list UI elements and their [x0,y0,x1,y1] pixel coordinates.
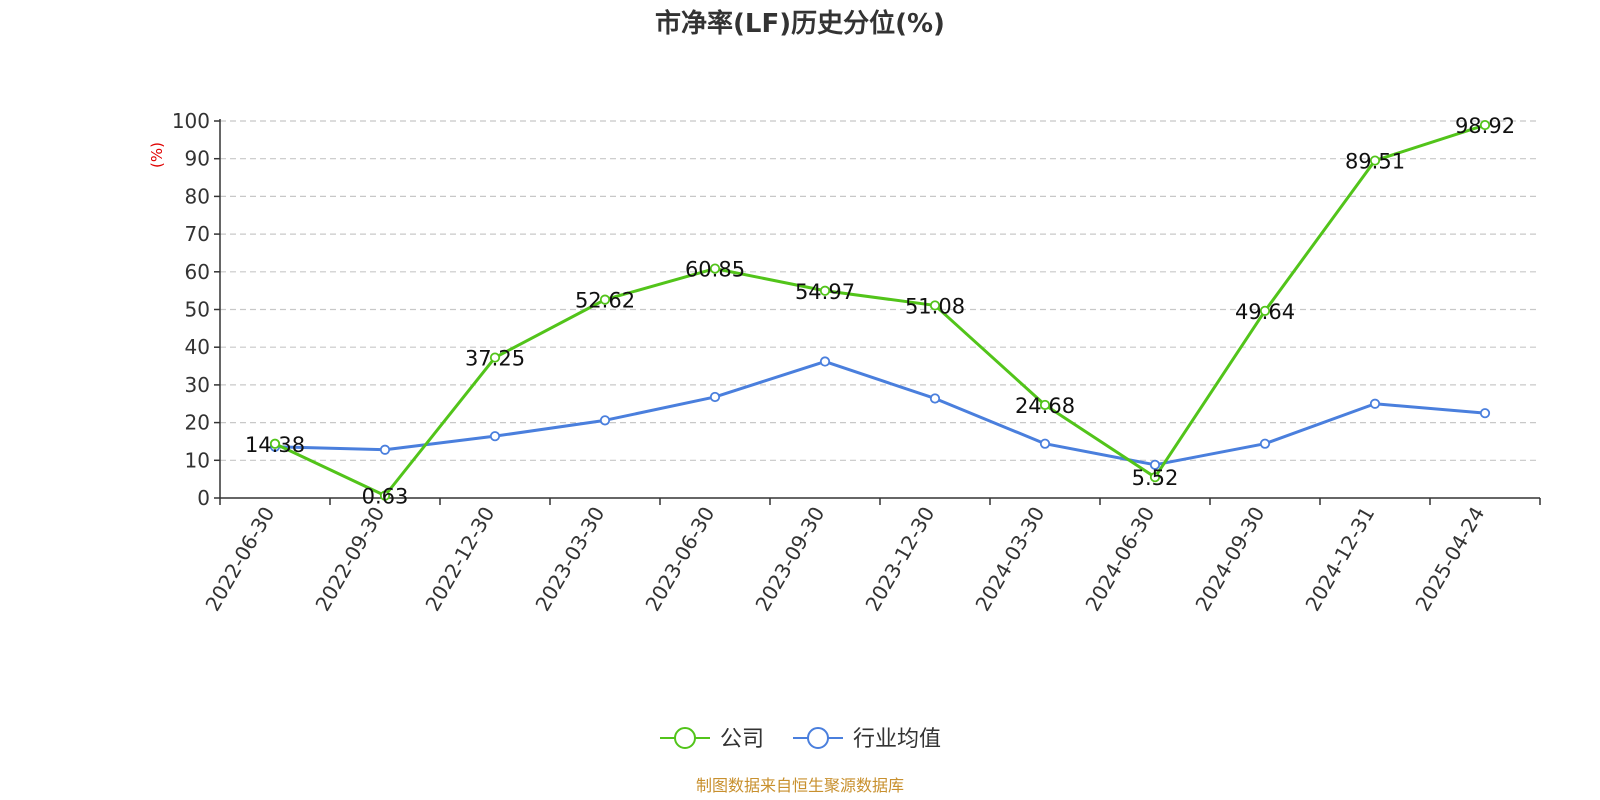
legend-marker [674,727,696,749]
data-label: 24.68 [1015,394,1075,418]
y-tick-label: 50 [185,298,210,322]
data-point[interactable] [599,294,611,305]
x-tick-label: 2024-09-30 [1190,503,1269,616]
series-0 [269,119,1491,501]
data-label: 37.25 [465,347,525,371]
data-label: 98.92 [1455,114,1515,138]
legend-label: 行业均值 [853,727,941,752]
x-tick-label: 2024-12-31 [1300,503,1379,616]
data-point[interactable] [269,438,281,449]
data-point[interactable] [489,431,501,442]
y-tick-label: 70 [185,222,210,246]
data-point[interactable] [1149,472,1161,483]
x-tick-label: 2023-06-30 [640,503,719,616]
data-label: 60.85 [685,258,745,282]
data-point[interactable] [379,444,391,455]
legend-label: 公司 [720,727,764,752]
grid-lines [220,120,1540,461]
data-point[interactable] [929,393,941,404]
data-point[interactable] [599,415,611,426]
chart-title: 市净率(LF)历史分位(%) [655,8,945,39]
source-note: 制图数据来自恒生聚源数据库 [696,776,904,795]
y-tick-label: 40 [185,335,210,359]
x-tick-label: 2023-09-30 [750,503,829,616]
data-label: 0.63 [362,485,409,509]
data-point[interactable] [489,352,501,363]
data-label: 89.51 [1345,150,1405,174]
data-label: 52.62 [575,289,635,313]
legend-item-0[interactable]: 公司 [660,727,764,752]
data-point[interactable] [819,285,831,296]
data-point[interactable] [1479,408,1491,419]
y-tick-label: 80 [185,184,210,208]
series-1 [269,356,1491,470]
x-tick-label: 2024-06-30 [1080,503,1159,616]
data-label: 14.38 [245,433,305,457]
data-point[interactable] [1259,305,1271,316]
y-tick-label: 100 [172,109,210,133]
data-label: 49.64 [1235,300,1295,324]
axes: 0 10 20 30 40 50 60 70 80 90 100 2022-06-30 2022-09-… [172,109,1541,616]
data-point[interactable] [709,263,721,274]
y-tick-label: 20 [185,411,210,435]
x-tick-label: 2024-03-30 [970,503,1049,616]
data-point[interactable] [1369,155,1381,166]
data-labels: 14.38 0.63 37.25 52.62 60.85 54.97 51.08 24.68 5… [245,114,1515,509]
series-layer [269,119,1491,501]
x-tick-label: 2022-06-30 [200,503,279,616]
x-tick-label: 2022-12-30 [420,503,499,616]
data-point[interactable] [819,356,831,367]
data-point[interactable] [1479,119,1491,131]
series-line [274,123,1486,498]
legend-marker [807,727,829,749]
data-point[interactable] [1149,459,1161,470]
legend: 公司 行业均值 [660,727,941,752]
x-tick-label: 2022-09-30 [310,503,389,616]
data-point[interactable] [379,490,391,501]
data-point[interactable] [1039,399,1051,411]
legend-item-1[interactable]: 行业均值 [793,727,941,752]
data-point[interactable] [1039,438,1051,449]
series-line [274,360,1486,467]
x-tick-label: 2023-03-30 [530,503,609,616]
y-tick-label: 30 [185,373,210,397]
y-tick-label: 60 [185,260,210,284]
data-label: 51.08 [905,294,965,318]
data-point[interactable] [709,391,721,403]
data-point[interactable] [1369,398,1381,409]
data-label: 54.97 [795,280,855,304]
x-tick-label: 2025-04-24 [1410,503,1489,616]
y-tick-label: 90 [185,147,210,171]
data-point[interactable] [1259,438,1271,449]
y-tick-label: 10 [185,448,210,472]
y-axis-unit: (%) [148,142,166,168]
x-tick-label: 2023-12-30 [860,503,939,616]
data-label: 5.52 [1132,466,1179,490]
y-tick-label: 0 [197,486,210,510]
data-point[interactable] [929,300,941,311]
